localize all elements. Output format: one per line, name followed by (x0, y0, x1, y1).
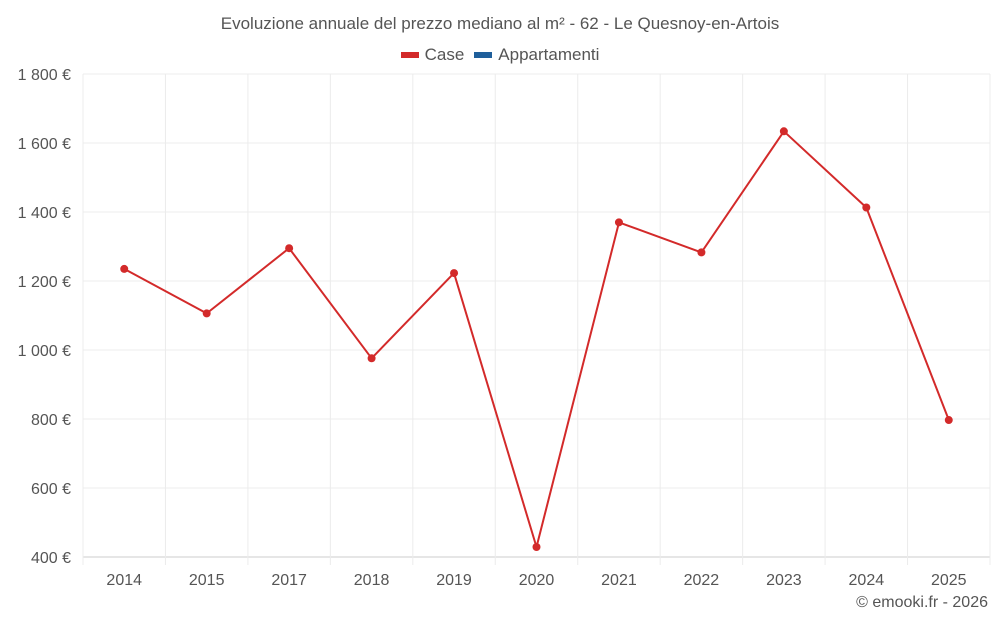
chart-title: Evoluzione annuale del prezzo mediano al… (220, 14, 780, 33)
legend-swatch-case (400, 52, 419, 58)
credit-text: © emooki.fr - 2026 (856, 594, 988, 611)
x-tick-label: 2023 (766, 572, 802, 589)
data-point[interactable] (202, 309, 211, 318)
data-point[interactable] (614, 218, 623, 227)
chart-series (120, 127, 953, 551)
x-tick-label: 2020 (519, 572, 555, 589)
x-tick-label: 2021 (601, 572, 637, 589)
chart-grid (82, 73, 991, 565)
data-point[interactable] (532, 542, 541, 551)
data-point[interactable] (120, 264, 129, 273)
x-tick-label: 2015 (189, 572, 225, 589)
legend-item-appartamenti[interactable]: Appartamenti (474, 45, 599, 65)
chart-legend: Case Appartamenti (0, 45, 1000, 65)
legend-item-case[interactable]: Case (400, 45, 465, 65)
y-tick-label: 1 600 € (18, 136, 71, 153)
data-point[interactable] (697, 248, 706, 257)
legend-label-case: Case (424, 45, 465, 64)
y-tick-label: 800 € (31, 412, 71, 429)
y-tick-label: 1 200 € (18, 274, 71, 291)
x-tick-label: 2018 (354, 572, 390, 589)
y-tick-label: 1 400 € (18, 205, 71, 222)
data-point[interactable] (944, 416, 953, 425)
y-tick-label: 1 800 € (18, 67, 71, 84)
data-point[interactable] (367, 354, 376, 363)
y-tick-label: 600 € (31, 481, 71, 498)
x-tick-label: 2025 (931, 572, 967, 589)
y-tick-label: 400 € (31, 550, 71, 567)
x-tick-label: 2022 (684, 572, 720, 589)
x-axis: 2014 2015 2017 2018 2019 2020 2021 2022 2023 2024… (106, 572, 966, 589)
x-tick-label: 2019 (436, 572, 472, 589)
x-tick-label: 2014 (106, 572, 142, 589)
x-tick-label: 2024 (849, 572, 885, 589)
data-point[interactable] (285, 244, 294, 253)
legend-label-appartamenti: Appartamenti (498, 45, 600, 64)
data-point[interactable] (450, 269, 459, 278)
legend-swatch-appartamenti (474, 52, 493, 58)
data-point[interactable] (862, 203, 871, 212)
y-tick-label: 1 000 € (18, 343, 71, 360)
x-tick-label: 2017 (271, 572, 307, 589)
y-axis: 400 € 600 € 800 € 1 000 € 1 200 € 1 400 € 1 60… (18, 67, 71, 567)
data-point[interactable] (779, 127, 788, 136)
